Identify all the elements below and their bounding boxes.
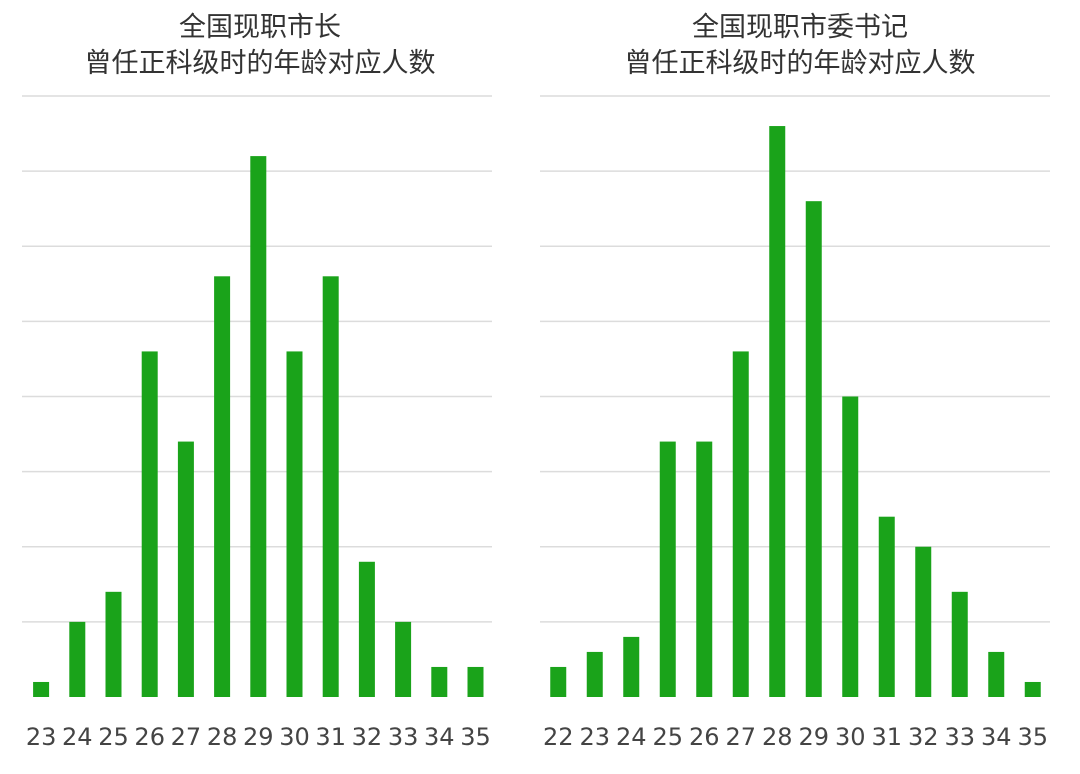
x-tick-label: 23 bbox=[26, 723, 57, 751]
x-tick-label: 28 bbox=[207, 723, 238, 751]
x-tick-label: 26 bbox=[689, 723, 720, 751]
x-tick-label: 25 bbox=[652, 723, 683, 751]
bar-27 bbox=[732, 351, 749, 697]
x-tick-label: 27 bbox=[725, 723, 756, 751]
x-tick-label: 32 bbox=[352, 723, 383, 751]
x-tick-label: 24 bbox=[62, 723, 93, 751]
bar-22 bbox=[550, 666, 567, 697]
bar-29 bbox=[250, 156, 267, 698]
bar-chart-party-secretaries: 22 23 24 25 26 27 28 29 30 31 32 33 34 35 bbox=[540, 95, 1050, 751]
bar-28 bbox=[214, 276, 231, 697]
bar-24 bbox=[623, 636, 640, 697]
x-tick-label: 27 bbox=[171, 723, 202, 751]
bar-23 bbox=[33, 681, 50, 697]
bar-33 bbox=[395, 621, 412, 697]
chart-title: 全国现职市委书记 曾任正科级时的年龄对应人数 bbox=[520, 10, 1080, 82]
bar-30 bbox=[842, 396, 859, 697]
x-tick-label: 26 bbox=[134, 723, 165, 751]
x-tick-label: 35 bbox=[1017, 723, 1048, 751]
bar-26 bbox=[141, 351, 158, 697]
bar-28 bbox=[769, 126, 786, 698]
chart-panel-mayors: 全国现职市长 曾任正科级时的年龄对应人数 23 24 25 26 27 28 29 30 31 3… bbox=[0, 0, 520, 774]
bar-31 bbox=[322, 276, 339, 697]
x-tick-label: 24 bbox=[616, 723, 647, 751]
x-tick-label: 34 bbox=[424, 723, 455, 751]
bar-31 bbox=[878, 516, 895, 697]
bar-chart-mayors: 23 24 25 26 27 28 29 30 31 32 33 34 35 bbox=[22, 95, 492, 751]
bar-32 bbox=[915, 546, 932, 697]
x-tick-label: 33 bbox=[944, 723, 975, 751]
x-tick-label: 30 bbox=[279, 723, 310, 751]
chart-panel-party-secretaries: 全国现职市委书记 曾任正科级时的年龄对应人数 22 23 24 25 26 27 28 29 3… bbox=[520, 0, 1080, 774]
x-tick-label: 22 bbox=[543, 723, 574, 751]
bar-27 bbox=[177, 441, 194, 697]
bar-32 bbox=[358, 561, 375, 697]
x-tick-label: 33 bbox=[388, 723, 419, 751]
x-tick-label: 31 bbox=[871, 723, 902, 751]
x-tick-label: 34 bbox=[981, 723, 1012, 751]
chart-title: 全国现职市长 曾任正科级时的年龄对应人数 bbox=[0, 10, 520, 82]
bar-34 bbox=[988, 651, 1005, 697]
bar-33 bbox=[951, 591, 968, 697]
bar-23 bbox=[586, 651, 603, 697]
bar-24 bbox=[69, 621, 86, 697]
chart-title-line-1: 全国现职市长 bbox=[179, 12, 341, 43]
bar-25 bbox=[659, 441, 676, 697]
chart-title-line-1: 全国现职市委书记 bbox=[692, 12, 908, 43]
bar-34 bbox=[431, 666, 448, 697]
x-tick-label: 25 bbox=[98, 723, 129, 751]
bar-26 bbox=[696, 441, 713, 697]
x-tick-label: 28 bbox=[762, 723, 793, 751]
bar-35 bbox=[467, 666, 484, 697]
x-tick-label: 29 bbox=[798, 723, 829, 751]
bar-35 bbox=[1024, 681, 1041, 697]
x-tick-label: 31 bbox=[315, 723, 346, 751]
chart-title-line-2: 曾任正科级时的年龄对应人数 bbox=[624, 48, 976, 79]
x-tick-label: 30 bbox=[835, 723, 866, 751]
bar-29 bbox=[805, 201, 822, 698]
x-tick-label: 23 bbox=[579, 723, 610, 751]
x-tick-label: 35 bbox=[460, 723, 491, 751]
bar-30 bbox=[286, 351, 303, 697]
x-tick-label: 32 bbox=[908, 723, 939, 751]
bar-25 bbox=[105, 591, 122, 697]
x-tick-label: 29 bbox=[243, 723, 274, 751]
chart-title-line-2: 曾任正科级时的年龄对应人数 bbox=[84, 48, 436, 79]
